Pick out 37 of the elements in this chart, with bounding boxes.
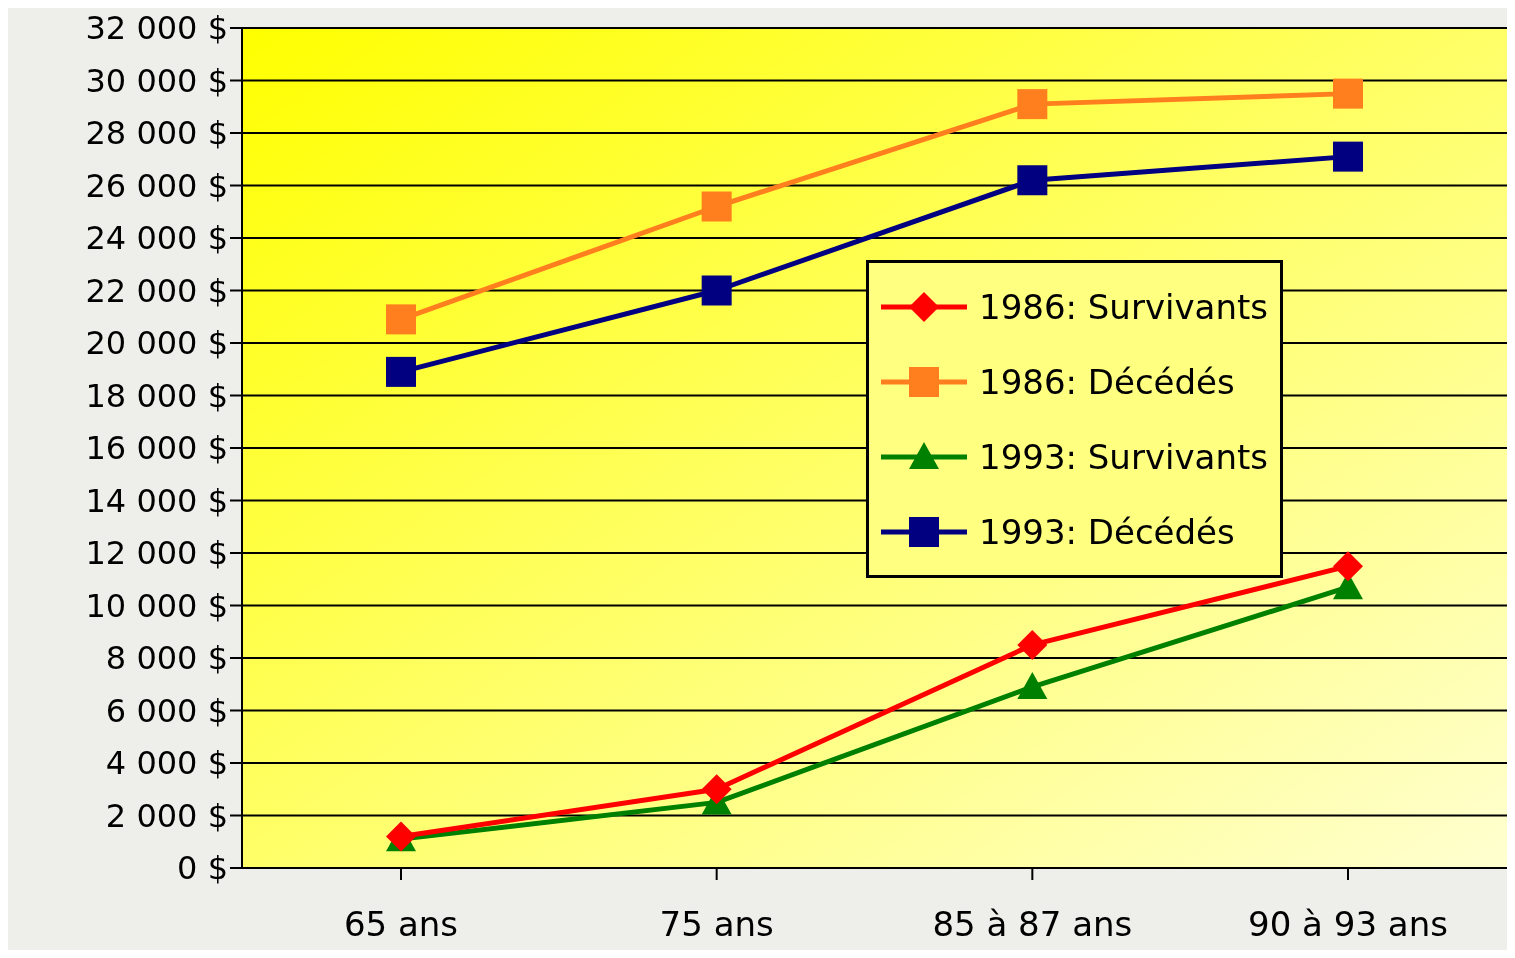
y-tick-label: 32 000 $ — [85, 9, 228, 48]
legend-label: 1993: Survivants — [979, 436, 1269, 477]
y-tick-label: 4 000 $ — [105, 744, 228, 783]
point — [1017, 165, 1048, 196]
point — [701, 774, 732, 805]
y-tick-label: 22 000 $ — [85, 271, 228, 310]
y-tick-label: 28 000 $ — [85, 114, 228, 153]
legend-label: 1993: Décédés — [979, 511, 1235, 552]
point — [1017, 629, 1048, 660]
point — [1333, 141, 1363, 172]
y-tick-label: 8 000 $ — [105, 639, 228, 678]
y-tick-label: 18 000 $ — [85, 376, 228, 415]
y-tick-label: 0 $ — [177, 849, 228, 888]
y-tick-label: 12 000 $ — [85, 534, 228, 573]
y-tick-label: 20 000 $ — [85, 324, 228, 363]
y-tick-label: 10 000 $ — [85, 586, 228, 625]
y-tick-label: 26 000 $ — [85, 166, 228, 205]
y-tick-label: 30 000 $ — [85, 61, 228, 100]
legend-label: 1986: Décédés — [979, 361, 1235, 402]
x-tick-label: 65 ans — [343, 904, 459, 945]
point — [1333, 78, 1363, 109]
x-tick-label: 90 à 93 ans — [1248, 904, 1448, 945]
point — [701, 191, 732, 222]
y-tick-label: 16 000 $ — [85, 429, 228, 468]
x-tick-label: 85 à 87 ans — [932, 904, 1133, 945]
point — [1017, 671, 1048, 699]
point — [701, 275, 732, 306]
point — [1333, 551, 1363, 582]
x-tick-label: 75 ans — [659, 904, 774, 945]
y-tick-label: 24 000 $ — [85, 219, 228, 258]
legend-label: 1986: Survivants — [979, 286, 1269, 327]
y-tick-label: 6 000 $ — [105, 691, 228, 730]
point — [1017, 89, 1048, 120]
y-tick-label: 2 000 $ — [105, 796, 228, 835]
point — [386, 304, 416, 335]
y-tick-label: 14 000 $ — [85, 481, 228, 520]
point — [386, 356, 416, 387]
